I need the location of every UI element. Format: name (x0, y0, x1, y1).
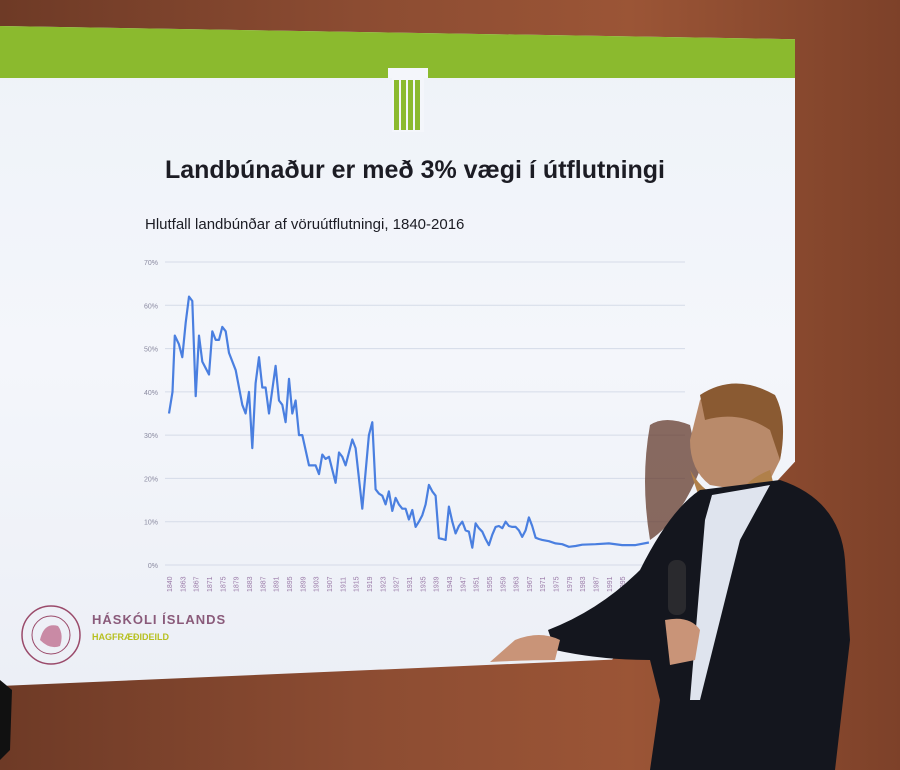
presenter-shirt (690, 485, 770, 700)
x-tick-label: 1947 (460, 576, 467, 592)
x-tick-label: 1907 (327, 576, 334, 592)
x-tick-label: 1983 (580, 576, 587, 592)
university-footer: HÁSKÓLI ÍSLANDS HAGFRÆÐIDEILD (20, 604, 250, 674)
y-tick-label: 40% (144, 390, 158, 397)
x-tick-label: 1955 (487, 576, 494, 592)
x-tick-label: 1967 (527, 576, 534, 592)
university-seal-icon (21, 605, 81, 665)
slide-title: Landbúnaður er með 3% vægi í útflutningi (164, 156, 665, 184)
x-tick-label: 1911 (340, 577, 347, 592)
x-tick-label: 1975 (554, 576, 561, 592)
x-tick-label: 1995 (620, 576, 627, 592)
x-tick-label: 1931 (407, 576, 414, 592)
y-tick-label: 70% (144, 260, 158, 267)
x-tick-label: 1939 (434, 576, 441, 592)
data-series-line (167, 295, 650, 549)
microphone (668, 560, 686, 615)
institution-name: HÁSKÓLI ÍSLANDS (92, 612, 227, 627)
x-tick-label: 1971 (540, 576, 547, 592)
x-tick-label: 1959 (500, 576, 507, 592)
x-tick-label: 1875 (220, 576, 227, 592)
x-tick-label: 1883 (247, 576, 254, 592)
university-tower-logo (388, 68, 428, 132)
x-tick-label: 1935 (420, 576, 427, 592)
y-tick-label: 20% (144, 476, 158, 483)
department-name: HAGFRÆÐIDEILD (92, 632, 169, 642)
x-tick-label: 1863 (180, 576, 187, 592)
x-tick-label: 1963 (514, 576, 521, 592)
presenter-shadow (645, 420, 700, 540)
x-tick-label: 1887 (260, 576, 267, 592)
x-tick-label: 1871 (207, 576, 214, 592)
x-tick-label: 1895 (287, 576, 294, 592)
x-tick-label: 1987 (594, 576, 601, 592)
x-tick-label: 1991 (607, 576, 614, 592)
presenter-hand (490, 635, 560, 662)
x-tick-label: 1951 (474, 576, 481, 592)
y-tick-label: 50% (144, 347, 158, 354)
x-tick-label: 1867 (194, 576, 201, 592)
x-tick-label: 1927 (394, 576, 401, 592)
y-tick-label: 0% (148, 563, 158, 570)
x-tick-label: 1903 (314, 576, 321, 592)
x-tick-label: 1979 (567, 576, 574, 592)
x-tick-label: 1899 (300, 576, 307, 592)
x-tick-label: 1915 (354, 576, 361, 592)
y-tick-label: 10% (144, 520, 158, 527)
y-tick-label: 60% (144, 303, 158, 310)
x-tick-label: 1919 (367, 576, 374, 592)
x-tick-label: 1891 (274, 576, 281, 592)
x-tick-label: 1879 (234, 576, 241, 592)
x-tick-label: 1923 (380, 576, 387, 592)
x-tick-label: 1943 (447, 576, 454, 592)
chart-subtitle: Hlutfall landbúnðar af vöruútflutningi, … (145, 216, 465, 233)
x-tick-label: 1840 (167, 576, 174, 592)
y-tick-label: 30% (144, 433, 158, 440)
